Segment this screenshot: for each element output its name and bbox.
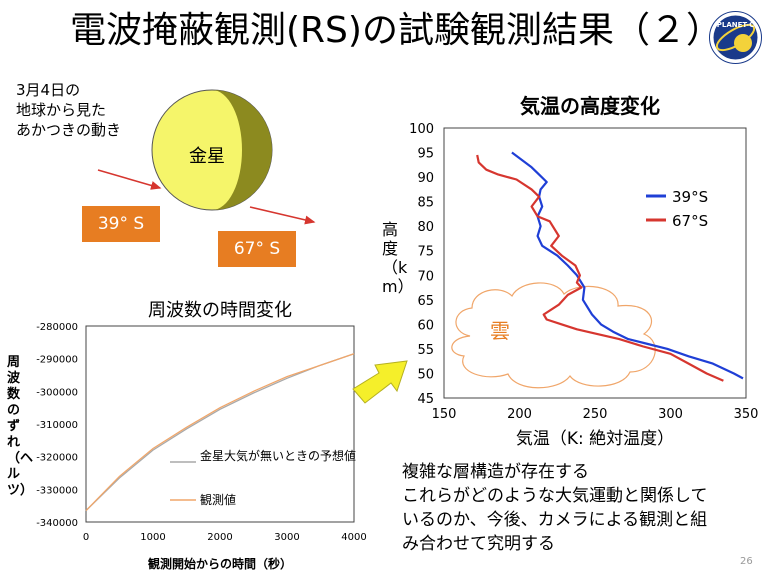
freq-x-tick-label: 1000: [140, 532, 165, 543]
temp-y-tick-label: 50: [417, 367, 434, 382]
occultation-caption: 3月4日の 地球から見た あかつきの動き: [16, 81, 122, 139]
venus-shadow: [212, 90, 272, 210]
freq-y-ticks: -280000 -290000 -300000 -310000 -320000 -3300…: [36, 322, 78, 529]
summary-line: これらがどのような大気運動と関係して: [402, 486, 708, 506]
temp-chart-title: 気温の高度変化: [520, 94, 660, 118]
legend-label-observed: 観測値: [200, 492, 236, 507]
freq-series-line-1: [85, 353, 355, 512]
freq-x-tick-label: 0: [83, 532, 89, 543]
planet-label: 金星: [189, 146, 225, 167]
logo-text: PLANET-C: [717, 21, 754, 29]
latitude-tag-39s: 39° S: [82, 206, 160, 242]
freq-x-label: 観測開始からの時間（秒）: [148, 556, 292, 571]
temp-chart: 雲 45 50 55 60 65 70 75 80 85 90 95 100 150 200 250 300…: [409, 122, 759, 449]
freq-x-tick-label: 2000: [207, 532, 232, 543]
spacecraft-path-in: [97, 169, 162, 190]
temp-x-tick-label: 150: [432, 407, 457, 422]
summary-line: み合わせて究明する: [402, 534, 555, 554]
freq-y-tick-label: -280000: [36, 322, 78, 333]
temp-x-tick-label: 300: [658, 407, 683, 422]
latitude-tag-67s: 67° S: [218, 231, 296, 267]
temp-y-tick-label: 65: [417, 294, 434, 309]
legend-label-predicted: 金星大気が無いときの予想値: [200, 448, 356, 463]
cloud-shape: [451, 282, 656, 389]
page-number: 26: [740, 556, 753, 567]
freq-series-line-0: [85, 353, 355, 512]
temp-y-tick-label: 55: [417, 343, 434, 358]
temp-y-label: 高度（km）: [382, 220, 414, 296]
temp-x-tick-label: 350: [734, 407, 759, 422]
yellow-arrow-icon: [352, 360, 408, 404]
temp-x-label: 気温（K: 絶対温度）: [516, 429, 674, 449]
summary-line: いるのか、今後、カメラによる観測と組: [402, 510, 708, 530]
freq-y-tick-label: -310000: [36, 420, 78, 431]
freq-plot-frame: [85, 325, 355, 523]
temp-y-tick-label: 90: [417, 171, 434, 186]
freq-chart-title: 周波数の時間変化: [148, 300, 292, 321]
freq-y-tick-label: -330000: [36, 485, 78, 496]
summary-text: 複雑な層構造が存在する これらがどのような大気運動と関係して いるのか、今後、カ…: [402, 460, 762, 556]
temp-y-tick-label: 95: [417, 147, 434, 162]
temp-x-ticks: 150 200 250 300 350: [432, 407, 759, 422]
freq-x-tick-label: 4000: [341, 532, 366, 543]
temp-y-tick-label: 60: [417, 318, 434, 333]
temp-series-line-1: [476, 154, 724, 382]
summary-line: 複雑な層構造が存在する: [402, 462, 589, 482]
cloud-label: 雲: [490, 319, 510, 343]
freq-y-tick-label: -320000: [36, 453, 78, 464]
planet-c-logo: PLANET-C: [709, 11, 762, 64]
freq-y-tick-label: -340000: [36, 518, 78, 529]
temp-y-tick-label: 45: [417, 392, 434, 407]
legend-label-67s: 67°S: [672, 212, 708, 230]
temp-x-tick-label: 200: [507, 407, 532, 422]
freq-y-label: 周波数のずれ（ヘルツ）: [7, 355, 34, 498]
temp-series-line-0: [511, 151, 744, 380]
temp-y-tick-label: 100: [409, 122, 434, 137]
freq-x-tick-label: 3000: [274, 532, 299, 543]
temp-y-ticks: 45 50 55 60 65 70 75 80 85 90 95 100: [409, 122, 434, 407]
page-title: 電波掩蔽観測(RS)の試験観測結果（２）: [70, 10, 722, 51]
freq-series: [85, 353, 355, 512]
temp-x-tick-label: 250: [583, 407, 608, 422]
temp-y-tick-label: 80: [417, 220, 434, 235]
temp-plot-frame: [443, 127, 747, 399]
freq-chart: -280000 -290000 -300000 -310000 -320000 -3300…: [36, 322, 367, 571]
freq-x-ticks: 0 1000 2000 3000 4000: [83, 532, 367, 543]
freq-y-tick-label: -300000: [36, 387, 78, 398]
temp-series: [476, 151, 744, 382]
legend-label-39s: 39°S: [672, 188, 708, 206]
temp-y-tick-label: 85: [417, 196, 434, 211]
occultation-diagram: 金星: [97, 89, 316, 225]
freq-y-tick-label: -290000: [36, 355, 78, 366]
spacecraft-path-out: [249, 206, 316, 225]
temp-y-tick-label: 70: [417, 269, 434, 284]
temp-y-tick-label: 75: [417, 245, 434, 260]
